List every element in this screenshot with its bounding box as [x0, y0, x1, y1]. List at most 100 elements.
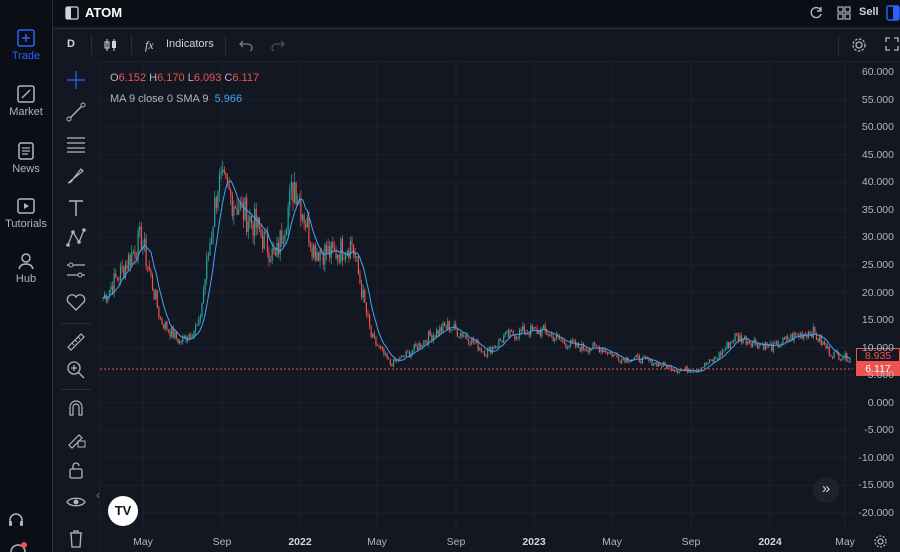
candle-body — [308, 217, 310, 244]
price-tick: 35.000 — [861, 203, 894, 216]
candle-body — [498, 339, 500, 347]
candle-body — [198, 319, 200, 325]
nav-item-tutorials[interactable]: Tutorials — [0, 190, 52, 240]
price-chart[interactable] — [100, 61, 853, 531]
candle-body — [332, 241, 334, 249]
candle-body — [672, 369, 674, 372]
eye-icon[interactable] — [65, 491, 87, 513]
candle-body — [488, 347, 490, 350]
nav-item-news[interactable]: News — [0, 135, 52, 185]
profile-icon[interactable] — [10, 540, 30, 552]
trend-line-icon[interactable] — [65, 101, 87, 123]
time-tick: Sep — [446, 536, 466, 548]
layout-grid-icon[interactable] — [837, 6, 851, 20]
candle-body — [558, 336, 561, 340]
nav-item-hub[interactable]: Hub — [0, 245, 52, 295]
refresh-icon[interactable] — [809, 6, 823, 20]
candle-body — [541, 328, 543, 336]
interval-button[interactable]: D — [67, 38, 75, 50]
fullscreen-icon[interactable] — [885, 37, 899, 51]
price-tick: 10.000 — [861, 341, 894, 354]
candle-body — [637, 354, 639, 356]
time-tick: May — [835, 536, 855, 548]
nav-item-trade[interactable]: Trade — [0, 22, 52, 72]
candle-body — [720, 352, 722, 356]
candle-body — [127, 254, 130, 269]
candle-body — [799, 332, 802, 337]
candle-body — [416, 346, 419, 350]
candle-body — [218, 173, 221, 192]
symbol-title[interactable]: ATOM — [85, 5, 123, 20]
nav-item-market[interactable]: Market — [0, 78, 52, 128]
collapse-drawbar-icon[interactable]: ‹ — [96, 488, 100, 502]
headset-icon[interactable] — [6, 510, 26, 530]
heart-icon[interactable] — [65, 291, 87, 313]
candle-body — [812, 326, 814, 338]
candle-body — [351, 240, 353, 245]
pattern-icon[interactable] — [65, 227, 87, 249]
candle-body — [111, 286, 114, 294]
ma-price-tag: 8.935 — [856, 348, 900, 363]
price-tick: 40.000 — [861, 176, 894, 189]
candle-body — [472, 338, 474, 343]
candle-body — [817, 339, 819, 342]
candle-body — [723, 350, 725, 351]
candle-body — [839, 359, 842, 361]
price-axis[interactable]: 8.935 6.117 60.000 55.000 50.000 45.000 40.0… — [853, 61, 900, 531]
candle-body — [702, 367, 704, 369]
candle-body — [222, 169, 224, 172]
redo-icon[interactable] — [271, 39, 285, 51]
ma-legend[interactable]: MA 9 close 0 SMA 9 5.966 — [110, 93, 242, 105]
forecast-icon[interactable] — [65, 259, 87, 281]
candle-body — [530, 325, 532, 336]
candle-body — [787, 336, 789, 341]
candle-body — [582, 343, 585, 350]
indicators-button[interactable]: Indicators — [166, 38, 214, 50]
lock-icon[interactable] — [65, 459, 87, 481]
candle-body — [820, 335, 822, 345]
candle-body — [400, 355, 403, 357]
candle-body — [522, 325, 524, 331]
candle-body — [568, 345, 570, 348]
scroll-to-realtime-button[interactable]: » — [813, 477, 839, 503]
candle-body — [233, 207, 235, 217]
candle-body — [429, 331, 431, 336]
candle-body — [140, 226, 142, 249]
candle-body — [123, 266, 125, 278]
trash-icon[interactable] — [65, 527, 87, 549]
sell-button[interactable]: Sell — [859, 6, 879, 18]
gear-icon[interactable] — [851, 37, 867, 53]
candle-body — [252, 222, 254, 236]
fib-lines-icon[interactable] — [65, 133, 87, 155]
function-icon[interactable]: fx — [145, 38, 159, 52]
candles-icon[interactable] — [103, 37, 119, 53]
candle-body — [686, 366, 688, 373]
undo-icon[interactable] — [239, 39, 253, 51]
candle-body — [595, 344, 597, 347]
candle-body — [539, 329, 541, 336]
candle-body — [483, 351, 486, 357]
panel-toggle-icon[interactable] — [65, 6, 79, 20]
candle-body — [301, 214, 304, 220]
news-icon — [18, 142, 34, 160]
magnet-icon[interactable] — [65, 397, 87, 419]
candle-body — [102, 298, 104, 299]
candle-body — [515, 336, 518, 339]
candle-body — [546, 330, 548, 336]
zoom-in-icon[interactable] — [65, 359, 87, 381]
text-icon[interactable] — [65, 197, 87, 219]
candle-body — [678, 371, 680, 373]
candle-body — [437, 329, 439, 335]
candle-body — [495, 346, 497, 349]
candle-body — [241, 201, 243, 203]
axis-settings-icon[interactable] — [873, 534, 888, 549]
ruler-icon[interactable] — [65, 331, 87, 353]
brush-icon[interactable] — [65, 165, 87, 187]
candle-body — [512, 331, 514, 336]
candle-body — [560, 339, 562, 341]
crosshair-icon[interactable] — [65, 69, 87, 91]
candle-body — [752, 342, 754, 347]
lock-drawing-icon[interactable] — [65, 427, 87, 449]
order-panel-icon[interactable] — [886, 5, 900, 21]
time-axis[interactable]: May Sep 2022 May Sep 2023 May Sep 2024 May — [100, 531, 855, 552]
